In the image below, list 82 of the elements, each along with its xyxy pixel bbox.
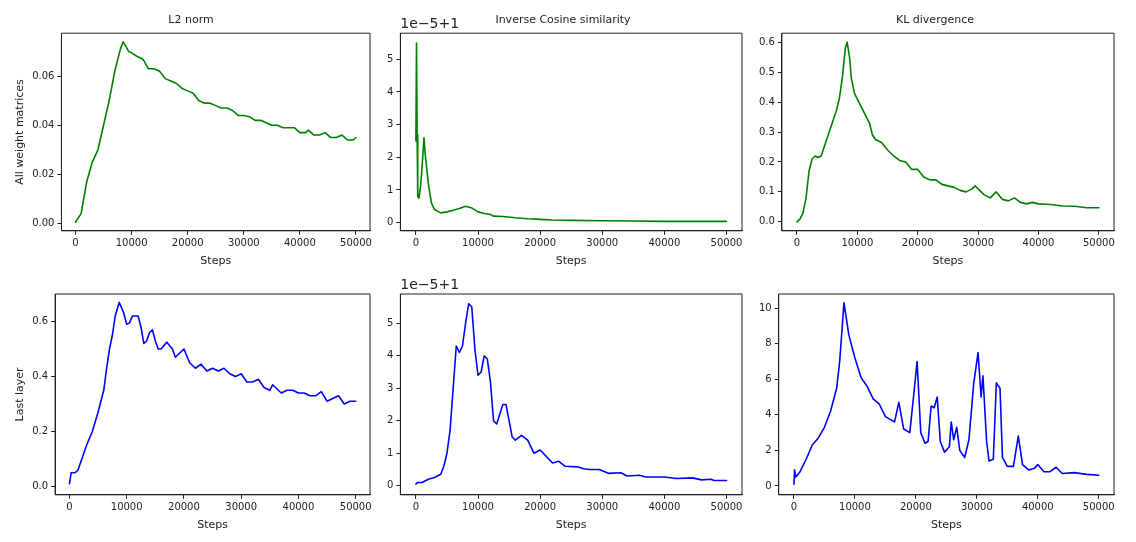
y-tick-label: 0.04 [32, 118, 55, 130]
x-axis-title: Steps [200, 254, 232, 268]
x-tick-label: 10000 [839, 501, 871, 513]
x-tick-label: 30000 [960, 501, 993, 513]
x-tick-label: 40000 [282, 501, 315, 513]
y-tick-label: 3 [386, 118, 394, 130]
x-axis-title: Steps [932, 254, 964, 268]
x-tick-label: 50000 [340, 237, 372, 249]
y-tick-label: 0.00 [32, 217, 55, 229]
x-tick-label: 20000 [168, 501, 200, 513]
x-tick-label: 50000 [1082, 501, 1115, 513]
x-tick-label: 20000 [524, 237, 557, 249]
x-tick-label: 20000 [899, 501, 932, 513]
y-tick-label: 0 [386, 479, 394, 491]
x-tick-label: 30000 [586, 501, 619, 513]
x-tick-label: 40000 [648, 237, 681, 249]
text: 1e−5+1 [400, 14, 460, 31]
x-tick-label: 30000 [225, 501, 258, 513]
x-tick-label: 20000 [171, 237, 204, 249]
y-tick-label: 0.2 [32, 425, 49, 437]
x-axis-title: Steps [555, 254, 587, 268]
y-tick-label: 0.02 [32, 167, 55, 179]
x-axis-title: Steps [930, 518, 963, 532]
y-tick-label: 2 [386, 414, 394, 426]
y-tick-label: 0.1 [759, 185, 775, 197]
y-tick-label: 5 [386, 316, 394, 328]
x-tick-label: 0 [72, 237, 79, 249]
text: 1e−5+1 [400, 275, 460, 292]
y-tick-label: 6 [765, 372, 772, 384]
y-tick-label: 0 [765, 479, 772, 491]
y-tick-label: 8 [765, 337, 772, 349]
y-tick-label: 4 [386, 85, 394, 97]
y-tick-label: 0.4 [32, 370, 49, 382]
y-tick-label: 0.0 [759, 215, 775, 227]
x-tick-label: 0 [66, 501, 73, 513]
y-tick-label: 0.3 [759, 125, 775, 137]
y-tick-label: 0.6 [759, 35, 775, 47]
y-tick-label: 0.06 [32, 69, 55, 81]
y-tick-label: 2 [765, 443, 772, 455]
x-tick-label: 40000 [648, 501, 681, 513]
x-tick-label: 10000 [462, 237, 494, 249]
x-tick-label: 50000 [710, 237, 743, 249]
x-tick-label: 10000 [110, 501, 143, 513]
chart-title: Inverse Cosine similarity [495, 13, 632, 27]
x-tick-label: 10000 [115, 237, 148, 249]
x-tick-label: 0 [790, 501, 798, 513]
y-tick-label: 0.5 [759, 65, 775, 77]
x-tick-label: 40000 [283, 237, 316, 249]
y-tick-label: 2 [386, 150, 394, 162]
x-tick-label: 20000 [524, 501, 557, 513]
x-tick-label: 0 [412, 501, 420, 513]
y-tick-label: 10 [758, 301, 772, 313]
y-tick-label: 4 [386, 349, 394, 361]
x-tick-label: 40000 [1021, 501, 1054, 513]
x-tick-label: 50000 [1083, 237, 1115, 249]
y-axis-title: All weight matrices [13, 78, 27, 185]
y-tick-label: 0 [386, 216, 394, 228]
y-axis-title: Last layer [13, 366, 27, 422]
y-tick-label: 4 [765, 408, 772, 420]
y-tick-label: 1 [386, 183, 394, 195]
y-tick-label: 5 [386, 52, 394, 64]
x-tick-label: 50000 [339, 501, 372, 513]
y-tick-label: 1 [386, 446, 394, 458]
y-tick-label: 0.0 [32, 480, 49, 492]
x-tick-label: 30000 [227, 237, 260, 249]
x-tick-label: 10000 [841, 237, 874, 249]
x-tick-label: 0 [793, 237, 801, 249]
y-tick-label: 0.2 [759, 155, 775, 167]
x-tick-label: 50000 [710, 501, 743, 513]
x-tick-label: 30000 [586, 237, 619, 249]
x-tick-label: 20000 [901, 237, 934, 249]
y-tick-label: 0.6 [32, 315, 49, 327]
x-tick-label: 0 [412, 237, 420, 249]
chart-title: L2 norm [168, 13, 214, 27]
x-tick-label: 10000 [462, 501, 494, 513]
x-axis-title: Steps [555, 518, 587, 532]
x-tick-label: 40000 [1022, 237, 1055, 249]
y-tick-label: 0.4 [759, 95, 775, 107]
y-tick-label: 3 [386, 381, 394, 393]
chart-title: KL divergence [895, 13, 975, 27]
x-tick-label: 30000 [962, 237, 995, 249]
x-axis-title: Steps [197, 518, 229, 532]
